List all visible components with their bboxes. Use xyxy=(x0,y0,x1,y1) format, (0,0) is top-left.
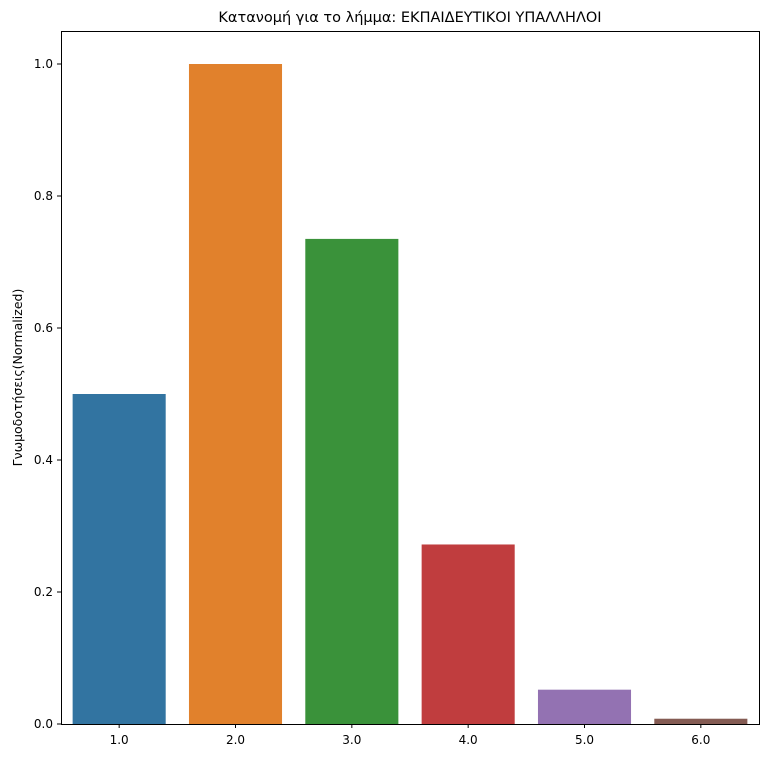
y-tick-label: 0.0 xyxy=(34,717,53,731)
x-tick-label: 6.0 xyxy=(691,733,710,747)
y-tick-label: 1.0 xyxy=(34,57,53,71)
bar-2.0 xyxy=(188,64,283,724)
bars-group xyxy=(72,64,748,724)
chart-title: Κατανομή για το λήμμα: ΕΚΠΑΙΔΕΥΤΙΚΟΙ ΥΠΑ… xyxy=(218,10,601,26)
y-axis-label: Γνωμοδοτήσεις(Normalized) xyxy=(10,289,25,467)
x-tick-label: 3.0 xyxy=(342,733,361,747)
y-axis-ticks: 0.0 0.2 0.4 0.6 0.8 1.0 xyxy=(34,57,61,731)
y-tick-label: 0.2 xyxy=(34,585,53,599)
plot-area-frame xyxy=(61,31,760,725)
x-tick-label: 1.0 xyxy=(110,733,129,747)
x-tick-label: 2.0 xyxy=(226,733,245,747)
bar-4.0 xyxy=(421,544,515,724)
x-axis-ticks: 1.0 2.0 3.0 4.0 5.0 6.0 xyxy=(110,724,710,747)
bar-3.0 xyxy=(305,238,399,724)
bar-1.0 xyxy=(72,394,166,724)
x-tick-label: 5.0 xyxy=(575,733,594,747)
bar-5.0 xyxy=(537,689,632,724)
y-tick-label: 0.6 xyxy=(34,321,53,335)
y-tick-label: 0.4 xyxy=(34,453,53,467)
x-tick-label: 4.0 xyxy=(459,733,478,747)
bar-6.0 xyxy=(654,718,748,724)
y-tick-label: 0.8 xyxy=(34,189,53,203)
